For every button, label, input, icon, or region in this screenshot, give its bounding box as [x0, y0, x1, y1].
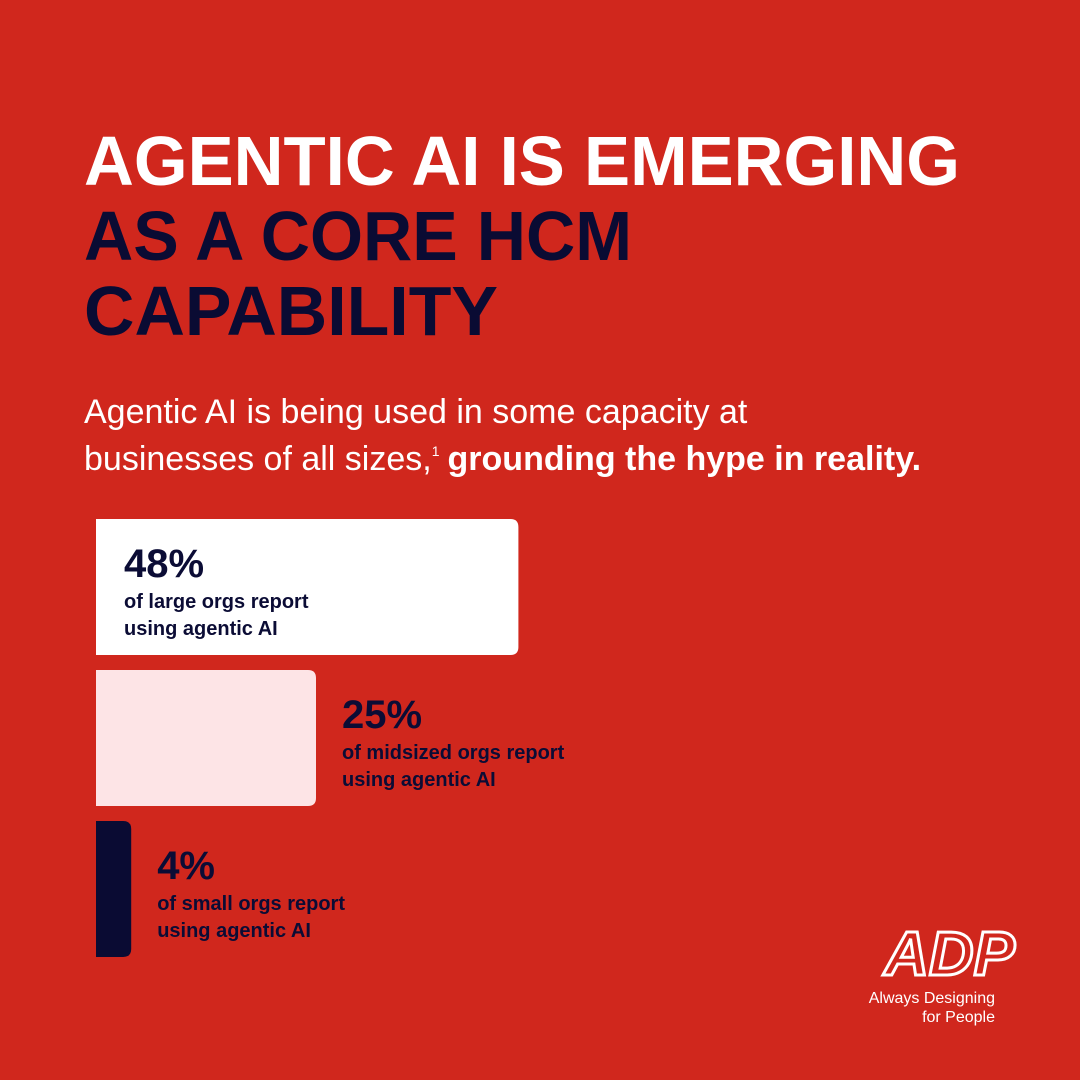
value-label: 25% — [342, 693, 422, 737]
footnote: 1 — [432, 443, 440, 459]
category-label: of midsized orgs report — [342, 742, 565, 764]
bar — [96, 821, 132, 957]
bar — [96, 670, 316, 806]
bar-chart: 48% of large orgs report using agentic AI 2… — [96, 519, 565, 957]
logo-tagline: Always Designing — [869, 990, 995, 1007]
category-label: of large orgs report — [124, 591, 309, 613]
category-label: using agentic AI — [124, 618, 278, 640]
subtitle-text: businesses of all sizes, — [84, 440, 432, 478]
bar — [96, 519, 519, 655]
category-label: using agentic AI — [157, 920, 311, 942]
title-line: CAPABILITY — [84, 272, 498, 350]
category-label: of small orgs report — [157, 893, 345, 915]
title-line: AS A CORE HCM — [84, 197, 632, 275]
value-label: 48% — [124, 542, 204, 586]
subtitle: businesses of all sizes,1 grounding the h… — [84, 440, 921, 478]
subtitle: Agentic AI is being used in some capacit… — [84, 393, 748, 431]
category-label: using agentic AI — [342, 769, 496, 791]
title-line: AGENTIC AI IS EMERGING — [84, 122, 960, 200]
logo-tagline: for People — [922, 1009, 995, 1026]
value-label: 4% — [157, 844, 215, 888]
logo-mark: ADP — [882, 920, 1016, 989]
subtitle-bold: grounding the hype in reality. — [448, 440, 922, 478]
